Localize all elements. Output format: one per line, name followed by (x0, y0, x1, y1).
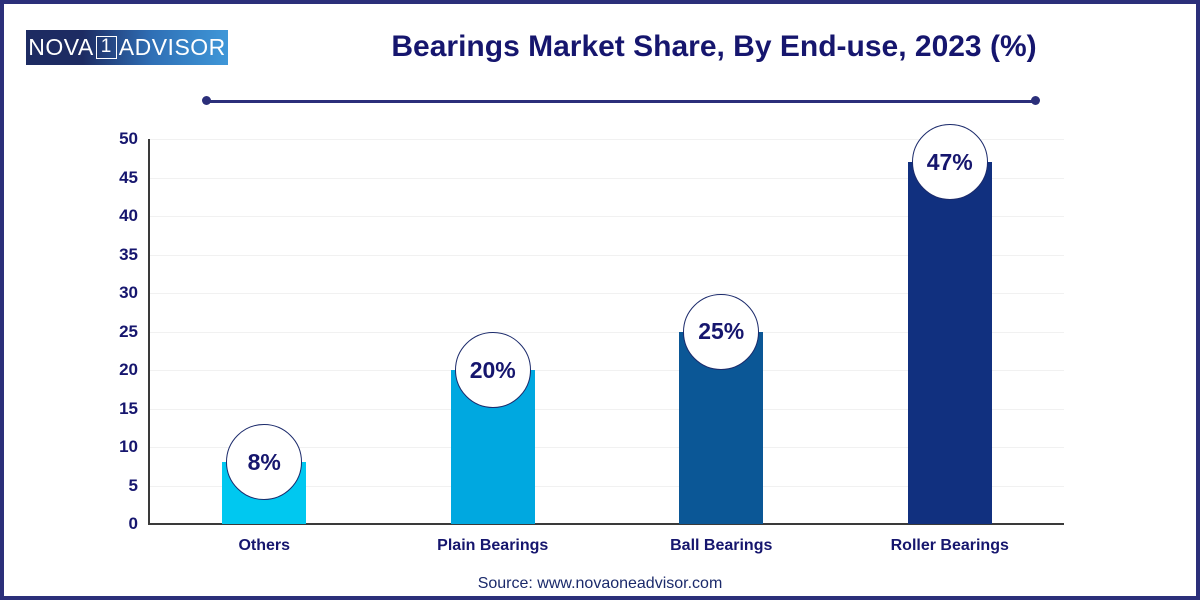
gridline (148, 331, 1064, 333)
bar-value-badge: 20% (454, 332, 531, 408)
y-axis-tick-label: 25 (119, 321, 138, 341)
y-axis-tick-label: 20 (119, 360, 138, 379)
bar-value-badge: 47% (911, 124, 988, 201)
x-axis-category-label: Plain Bearings (437, 537, 549, 554)
bar-group[interactable]: 8% Others (150, 139, 379, 554)
y-axis-line (148, 139, 150, 524)
y-axis-tick-label: 5 (128, 475, 138, 495)
bar-value-badge: 8% (226, 424, 303, 501)
y-axis-tick-label: 35 (119, 244, 138, 264)
x-axis-category-label: Ball Bearings (670, 537, 773, 554)
y-axis-tick-label: 45 (119, 167, 138, 187)
gridline (148, 254, 1064, 256)
bar-value-badge: 25% (683, 293, 760, 370)
y-axis-tick-label: 0 (128, 514, 138, 533)
gridline (148, 370, 1064, 371)
y-axis-tick-label: 40 (119, 206, 138, 225)
logo-text: NOVA 1 ADVISOR (28, 34, 226, 61)
gridline (148, 293, 1064, 294)
y-axis-tick-label: 15 (119, 398, 138, 418)
nova-advisor-logo: NOVA 1 ADVISOR (26, 30, 228, 65)
x-axis-category-label: Roller Bearings (890, 537, 1009, 554)
bar-group[interactable]: 25% Ball Bearings (607, 139, 836, 554)
decorative-divider (202, 96, 1040, 106)
bar-group[interactable]: 47% Roller Bearings (836, 124, 1065, 554)
gridline (148, 408, 1064, 410)
divider-line (206, 100, 1036, 103)
page-title: Bearings Market Share, By End-use, 2023 … (391, 30, 1037, 63)
gridline (148, 216, 1064, 217)
logo-badge-one: 1 (95, 36, 117, 59)
x-axis-line (148, 523, 1064, 525)
x-axis-category-label: Others (238, 537, 291, 554)
logo-text-advisor: ADVISOR (118, 34, 226, 60)
y-axis-tick-label: 10 (119, 437, 138, 456)
logo-text-nova: NOVA (28, 34, 94, 60)
chart-bars: 8% Others 20% Plain Bearings 25% Ball Bearing… (150, 124, 1065, 554)
y-axis-tick-label: 50 (119, 129, 138, 148)
chart-gridlines: 0 5 10 15 20 25 30 35 40 45 50 (119, 129, 1064, 533)
gridline (148, 485, 1064, 487)
bar[interactable] (907, 162, 992, 524)
divider-dot-right-icon (1031, 96, 1040, 105)
chart-plot-area: 0 5 10 15 20 25 30 35 40 45 50 8% Others 20% Plain Be… (119, 124, 1065, 554)
y-axis-tick-label: 30 (119, 283, 138, 302)
gridline (148, 447, 1064, 448)
bar-group[interactable]: 20% Plain Bearings (379, 139, 608, 554)
gridline (148, 139, 1064, 140)
gridline (148, 177, 1064, 179)
source-label: Source: www.novaoneadvisor.com (477, 575, 723, 592)
